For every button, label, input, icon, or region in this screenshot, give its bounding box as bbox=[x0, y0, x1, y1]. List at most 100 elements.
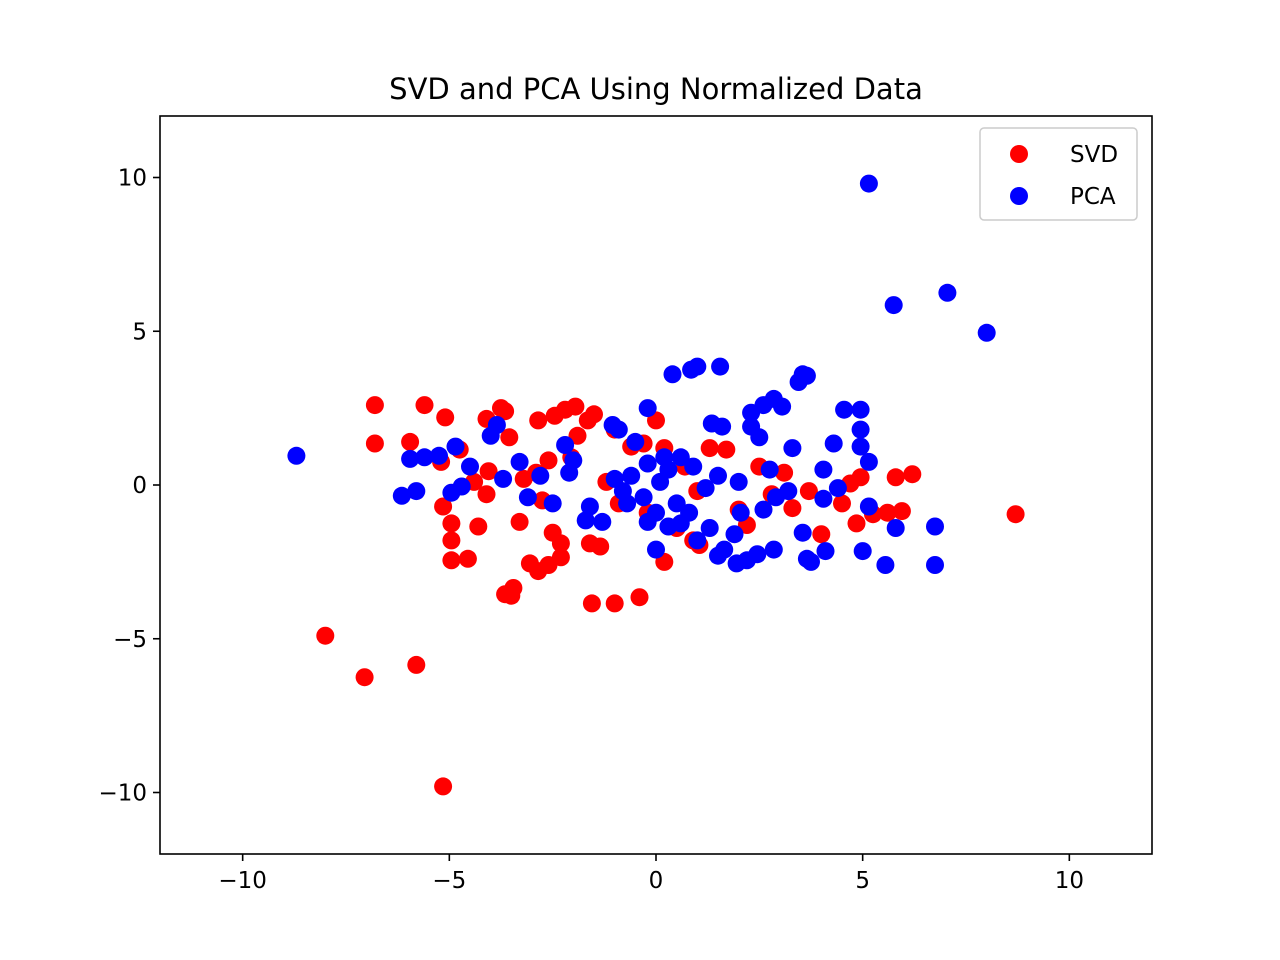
point-pca bbox=[742, 403, 761, 422]
point-pca bbox=[764, 540, 783, 559]
point-svd bbox=[442, 551, 461, 570]
legend-label-svd: SVD bbox=[1070, 142, 1118, 168]
point-pca bbox=[876, 556, 895, 574]
x-tick-label: −10 bbox=[218, 868, 267, 894]
point-svd bbox=[903, 465, 922, 484]
point-svd bbox=[401, 432, 420, 451]
point-pca bbox=[510, 452, 529, 471]
point-svd bbox=[510, 512, 529, 531]
point-pca bbox=[634, 488, 653, 507]
point-pca bbox=[977, 323, 996, 342]
point-pca bbox=[700, 519, 719, 537]
point-svd bbox=[847, 514, 866, 533]
point-pca bbox=[851, 420, 870, 439]
point-pca bbox=[884, 296, 903, 315]
point-pca bbox=[729, 472, 748, 491]
point-pca bbox=[711, 357, 730, 376]
x-tick-label: −5 bbox=[432, 868, 466, 894]
point-svd bbox=[630, 588, 649, 607]
y-tick-label: −10 bbox=[98, 781, 147, 807]
point-svd bbox=[316, 626, 335, 645]
legend-marker-svd bbox=[1010, 145, 1028, 163]
point-svd bbox=[514, 469, 533, 488]
point-svd bbox=[892, 502, 911, 521]
point-svd bbox=[886, 468, 905, 487]
point-pca bbox=[442, 483, 461, 502]
point-pca bbox=[663, 365, 682, 384]
point-pca bbox=[430, 446, 448, 465]
point-pca bbox=[580, 497, 599, 516]
point-pca bbox=[638, 399, 657, 418]
point-svd bbox=[582, 594, 601, 613]
point-pca bbox=[793, 365, 812, 384]
point-svd bbox=[442, 531, 461, 550]
point-pca bbox=[671, 448, 690, 467]
point-pca bbox=[647, 503, 665, 522]
point-pca bbox=[824, 434, 843, 453]
point-svd bbox=[529, 411, 548, 430]
point-pca bbox=[814, 460, 833, 479]
point-pca bbox=[938, 283, 957, 302]
point-svd bbox=[436, 408, 455, 427]
point-pca bbox=[725, 525, 744, 544]
point-pca bbox=[859, 452, 878, 471]
point-svd bbox=[878, 503, 897, 522]
points-layer bbox=[287, 174, 1025, 796]
point-pca bbox=[731, 503, 750, 522]
point-pca bbox=[851, 437, 870, 456]
point-pca bbox=[603, 416, 622, 434]
point-pca bbox=[494, 469, 513, 488]
point-pca bbox=[461, 457, 479, 476]
point-pca bbox=[638, 454, 657, 473]
point-pca bbox=[814, 489, 833, 508]
point-svd bbox=[365, 396, 384, 415]
point-svd bbox=[469, 517, 488, 536]
y-tick-label: 0 bbox=[132, 473, 147, 499]
point-pca bbox=[797, 549, 816, 568]
point-pca bbox=[487, 416, 506, 434]
point-svd bbox=[496, 402, 515, 421]
point-svd bbox=[585, 405, 603, 424]
point-svd bbox=[605, 594, 624, 613]
point-pca bbox=[835, 400, 854, 419]
point-pca bbox=[613, 482, 632, 501]
legend-label-pca: PCA bbox=[1070, 184, 1116, 210]
point-pca bbox=[688, 531, 707, 550]
point-pca bbox=[696, 479, 715, 498]
point-svd bbox=[833, 494, 851, 513]
y-tick-label: 10 bbox=[118, 166, 147, 192]
point-pca bbox=[684, 457, 703, 476]
series-pca bbox=[287, 174, 996, 574]
point-svd bbox=[1006, 505, 1025, 524]
point-pca bbox=[926, 556, 944, 574]
point-pca bbox=[626, 432, 645, 451]
point-svd bbox=[539, 451, 558, 470]
point-pca bbox=[742, 417, 761, 436]
point-pca bbox=[779, 482, 798, 501]
x-axis: −10 −5 0 5 10 bbox=[218, 854, 1084, 894]
point-pca bbox=[392, 486, 411, 505]
point-pca bbox=[531, 466, 550, 485]
point-pca bbox=[783, 439, 802, 458]
point-pca bbox=[760, 460, 779, 479]
point-pca bbox=[518, 488, 537, 507]
point-svd bbox=[458, 549, 477, 568]
point-svd bbox=[783, 499, 802, 518]
point-pca bbox=[702, 414, 721, 433]
chart-title: SVD and PCA Using Normalized Data bbox=[389, 72, 923, 106]
legend: SVD PCA bbox=[979, 127, 1138, 221]
point-svd bbox=[415, 396, 434, 415]
point-pca bbox=[709, 546, 727, 565]
point-svd bbox=[442, 514, 461, 533]
point-pca bbox=[816, 542, 835, 561]
point-svd bbox=[502, 586, 521, 605]
point-pca bbox=[828, 479, 847, 498]
point-svd bbox=[591, 537, 610, 556]
point-pca bbox=[593, 512, 612, 531]
point-svd bbox=[851, 468, 870, 487]
point-svd bbox=[799, 482, 818, 501]
point-pca bbox=[859, 174, 878, 193]
point-svd bbox=[568, 426, 587, 445]
x-tick-label: 0 bbox=[649, 868, 664, 894]
point-pca bbox=[415, 448, 434, 467]
